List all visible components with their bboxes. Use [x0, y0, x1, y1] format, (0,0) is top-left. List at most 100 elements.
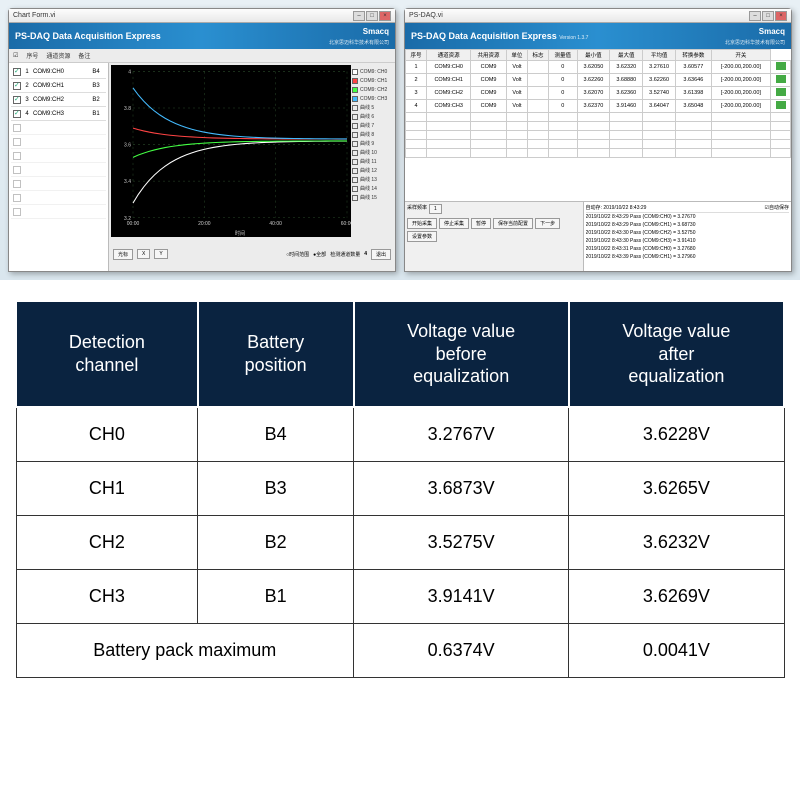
grid-cell: [-200.00,200.00]	[711, 87, 770, 100]
stop-button[interactable]: 停止采集	[439, 218, 469, 229]
grid-cell: 3.62260	[577, 74, 610, 87]
legend-swatch-icon	[352, 123, 358, 129]
legend-item[interactable]: COM9: CH2	[352, 85, 392, 94]
legend-label: 曲线 8	[360, 131, 374, 138]
legend-item[interactable]: 曲线 8	[352, 130, 392, 139]
grid-header: 最大值	[610, 50, 643, 61]
channel-pos: B3	[88, 83, 104, 89]
legend-item[interactable]: 曲线 12	[352, 166, 392, 175]
legend-item[interactable]: COM9: CH0	[352, 67, 392, 76]
grid-cell	[527, 100, 548, 113]
grid-cell: 3.62260	[643, 74, 676, 87]
autosave[interactable]: 自动保存	[769, 205, 789, 211]
channel-row-empty	[11, 163, 106, 177]
results-cell: 3.5275V	[354, 515, 569, 569]
banner-title: PS-DAQ Data Acquisition Express	[411, 31, 557, 41]
legend-item[interactable]: 曲线 6	[352, 112, 392, 121]
channel-row[interactable]: 2 COM9:CH1 B3	[11, 79, 106, 93]
channel-row-empty	[11, 191, 106, 205]
grid-row-empty	[406, 149, 791, 158]
summary-before: 0.6374V	[354, 623, 569, 677]
channel-row[interactable]: 1 COM9:CH0 B4	[11, 65, 106, 79]
next-button[interactable]: 下一步	[535, 218, 560, 229]
maximize-icon[interactable]: □	[762, 11, 774, 21]
play-icon	[776, 101, 786, 109]
legend-item[interactable]: 曲线 5	[352, 103, 392, 112]
checkbox-icon[interactable]	[13, 68, 21, 76]
legend-item[interactable]: 曲线 7	[352, 121, 392, 130]
legend-swatch-icon	[352, 132, 358, 138]
y-label: Y	[154, 249, 167, 259]
grid-row[interactable]: 3COM9:CH2COM9Volt03.620703.623603.527403…	[406, 87, 791, 100]
grid-play[interactable]	[771, 87, 791, 100]
chart-titlebar[interactable]: Chart Form.vi – □ ×	[9, 9, 395, 23]
rate-input[interactable]: 1	[429, 204, 442, 214]
legend-item[interactable]: 曲线 11	[352, 157, 392, 166]
grid-cell: COM9	[471, 100, 507, 113]
legend-item[interactable]: 曲线 13	[352, 175, 392, 184]
channel-row[interactable]: 4 COM9:CH3 B1	[11, 107, 106, 121]
legend-item[interactable]: 曲线 14	[352, 184, 392, 193]
legend-swatch-icon	[352, 186, 358, 192]
results-cell: 3.6228V	[569, 407, 784, 462]
grid-cell: Volt	[506, 61, 527, 74]
close-icon[interactable]: ×	[775, 11, 787, 21]
grid-play[interactable]	[771, 61, 791, 74]
channel-name: COM9:CH0	[33, 69, 86, 75]
legend-item[interactable]: 曲线 15	[352, 193, 392, 202]
legend-item[interactable]: COM9: CH3	[352, 94, 392, 103]
data-window: PS-DAQ.vi – □ × PS-DAQ Data Acquisition …	[404, 8, 792, 272]
grid-header: 序号	[406, 50, 427, 61]
chart-legend: COM9: CH0COM9: CH1COM9: CH2COM9: CH3曲线 5…	[351, 65, 393, 239]
cursor-label[interactable]: 光标	[113, 249, 133, 260]
grid-play[interactable]	[771, 74, 791, 87]
grid-row[interactable]: 2COM9:CH1COM9Volt03.622603.688803.622603…	[406, 74, 791, 87]
summary-after: 0.0041V	[569, 623, 784, 677]
chart-banner: PS-DAQ Data Acquisition Express Smacq 北京…	[9, 23, 395, 49]
chart-title: Chart Form.vi	[13, 12, 55, 19]
settings-button[interactable]: 设置参数	[407, 231, 437, 242]
minimize-icon[interactable]: –	[749, 11, 761, 21]
legend-item[interactable]: COM9: CH1	[352, 76, 392, 85]
back-button[interactable]: 退出	[371, 249, 391, 260]
log-panel: 自动存: 2019/10/22 8:43:29 ☑自动保存 2019/10/22…	[583, 202, 791, 271]
legend-item[interactable]: 曲线 9	[352, 139, 392, 148]
start-button[interactable]: 开始采集	[407, 218, 437, 229]
savecfg-button[interactable]: 保存当前配置	[493, 218, 533, 229]
channel-row-empty	[11, 135, 106, 149]
grid-play[interactable]	[771, 100, 791, 113]
legend-swatch-icon	[352, 78, 358, 84]
legend-item[interactable]: 曲线 10	[352, 148, 392, 157]
results-cell: 3.9141V	[354, 569, 569, 623]
close-icon[interactable]: ×	[379, 11, 391, 21]
play-icon	[776, 75, 786, 83]
legend-swatch-icon	[352, 141, 358, 147]
pause-button[interactable]: 暂停	[471, 218, 491, 229]
chart-body: 1 COM9:CH0 B4 2 COM9:CH1 B3 3 COM9:CH2 B…	[9, 63, 395, 271]
grid-cell: Volt	[506, 74, 527, 87]
channel-name: COM9:CH3	[33, 111, 86, 117]
mode-b[interactable]: 全部	[316, 252, 326, 258]
grid-cell: 3.63646	[676, 74, 712, 87]
svg-text:20:00: 20:00	[198, 221, 211, 227]
channel-num: 3	[23, 97, 31, 103]
svg-text:时间: 时间	[235, 229, 245, 237]
checkbox-icon[interactable]	[13, 82, 21, 90]
maximize-icon[interactable]: □	[366, 11, 378, 21]
data-banner: PS-DAQ Data Acquisition Express Version …	[405, 23, 791, 49]
checkbox-icon[interactable]	[13, 96, 21, 104]
play-icon	[776, 62, 786, 70]
checkbox-icon[interactable]	[13, 110, 21, 118]
grid-header: 平均值	[643, 50, 676, 61]
data-titlebar[interactable]: PS-DAQ.vi – □ ×	[405, 9, 791, 23]
grid-row[interactable]: 1COM9:CH0COM9Volt03.620503.623203.276103…	[406, 61, 791, 74]
grid-cell: COM9	[471, 74, 507, 87]
channel-row[interactable]: 3 COM9:CH2 B2	[11, 93, 106, 107]
mode-a[interactable]: 时间范围	[289, 252, 309, 258]
log-line: 2019/10/22 8:43:29 Pass (COM9:CH1) = 3.6…	[586, 222, 789, 230]
grid-cell: COM9:CH1	[427, 74, 471, 87]
grid-row[interactable]: 4COM9:CH3COM9Volt03.623703.914603.640473…	[406, 100, 791, 113]
svg-text:3.4: 3.4	[124, 179, 131, 185]
minimize-icon[interactable]: –	[353, 11, 365, 21]
channel-pos: B4	[88, 69, 104, 75]
